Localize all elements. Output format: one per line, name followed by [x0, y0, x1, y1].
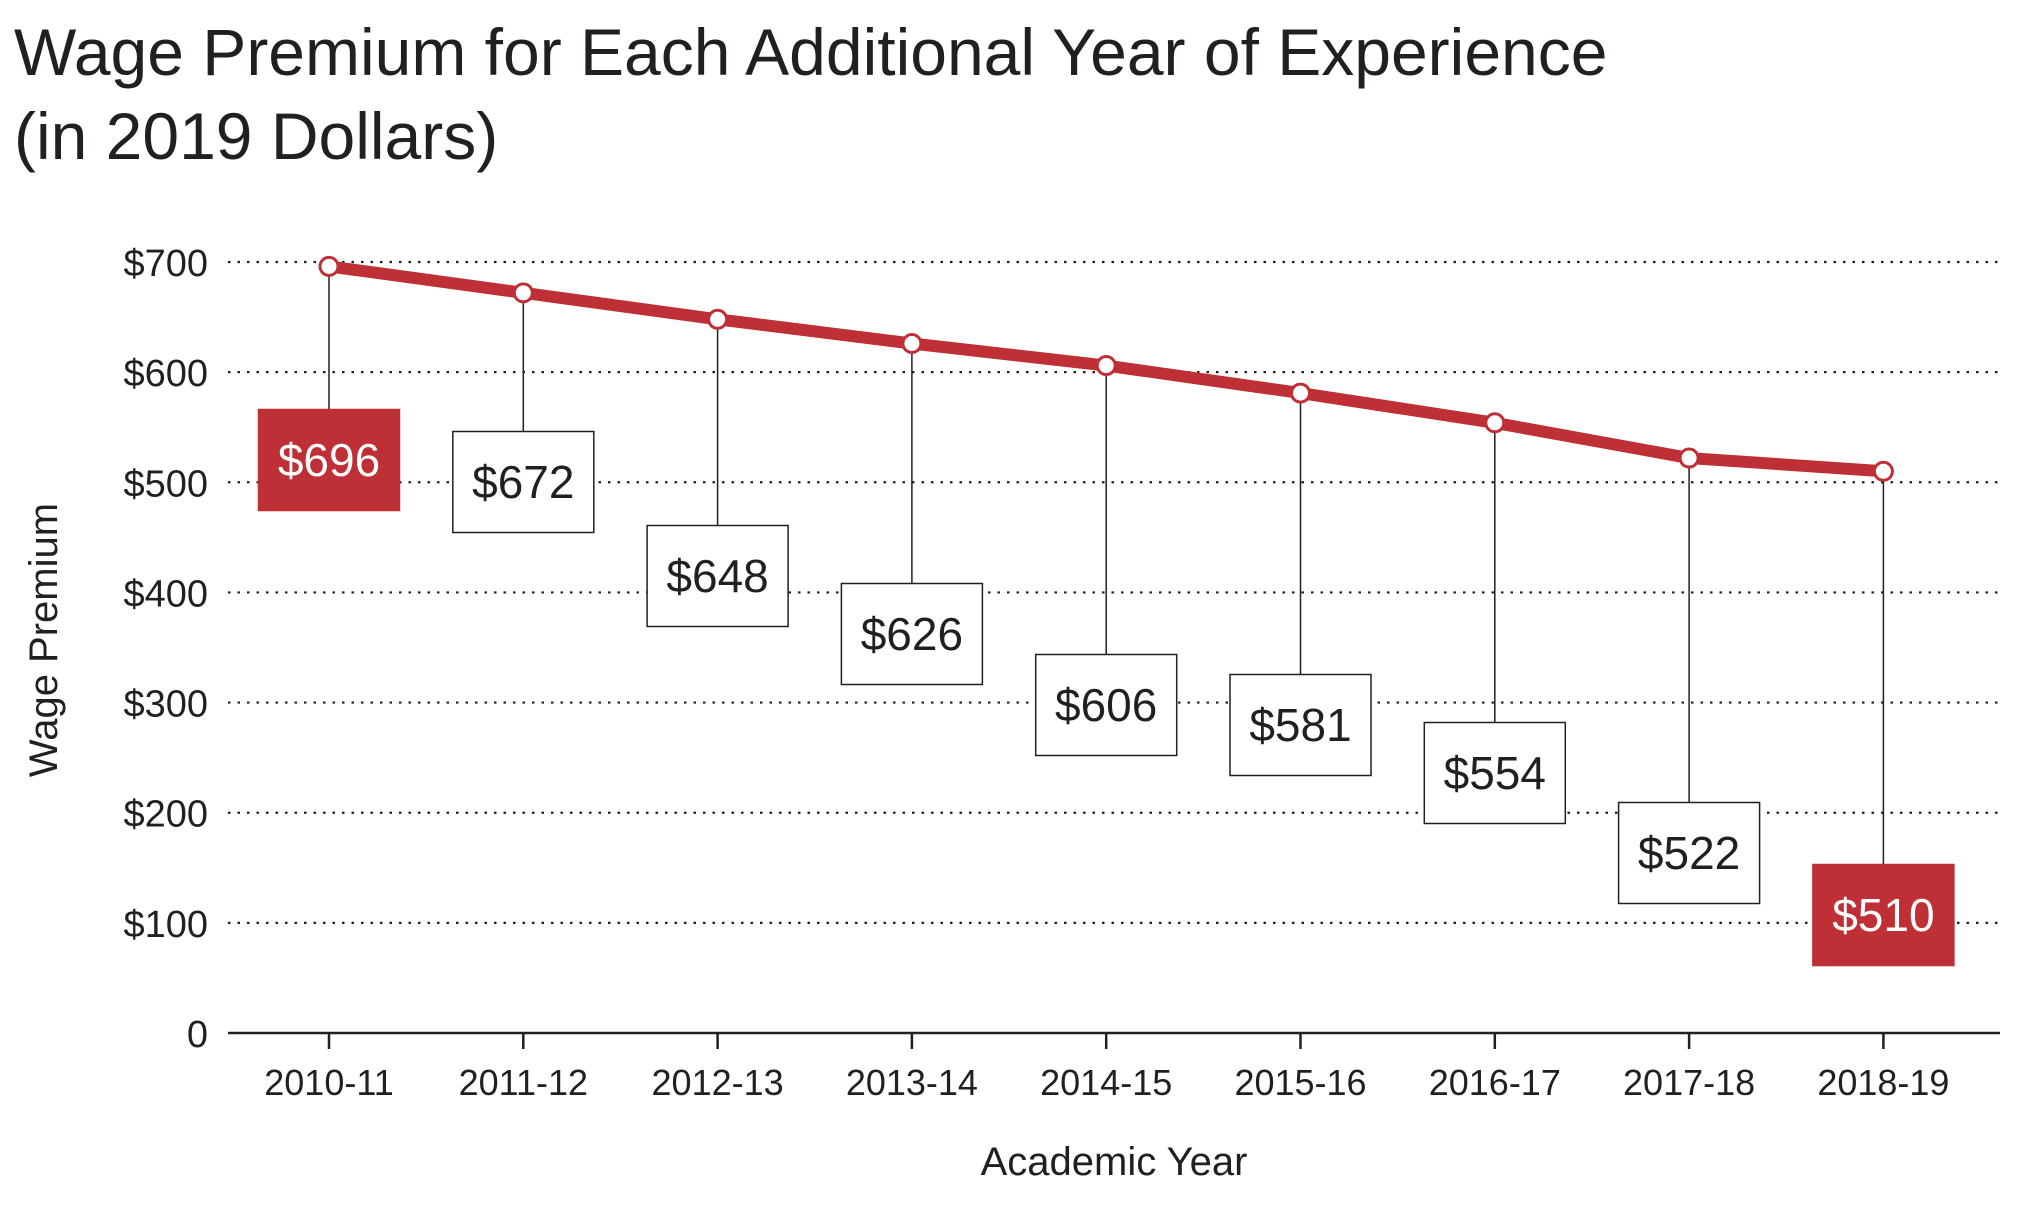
x-axis-ticks: 2010-11 2011-12 2012-13 2013-14 2014-15 2015-… [264, 1033, 1949, 1103]
x-tick-label: 2015-16 [1234, 1062, 1366, 1103]
label-leader-lines [328, 266, 1885, 865]
x-tick-label: 2010-11 [264, 1062, 393, 1103]
data-label: $606 [1055, 679, 1157, 731]
data-point [1872, 460, 1894, 482]
x-axis-label: Academic Year [981, 1140, 1248, 1184]
data-label: $510 [1832, 889, 1934, 941]
chart-title-line-2: (in 2019 Dollars) [14, 99, 499, 173]
data-labels: $696 $672 $648 $626 $606 $581 $554 $522 $510 [257, 408, 1955, 967]
x-tick-label: 2014-15 [1040, 1062, 1172, 1103]
data-label-box [840, 582, 984, 686]
data-point [901, 333, 923, 355]
x-tick-label: 2011-12 [459, 1062, 588, 1103]
data-points [318, 255, 1894, 482]
data-label-box-highlighted [1812, 863, 1955, 967]
y-tick-label: $400 [123, 573, 208, 615]
data-label-box [1423, 721, 1567, 825]
y-tick-label: $500 [123, 463, 208, 505]
data-label: $581 [1249, 699, 1351, 751]
data-label: $672 [472, 456, 574, 508]
y-tick-label: 0 [187, 1014, 208, 1056]
data-label: $554 [1444, 747, 1546, 799]
data-point [1678, 447, 1700, 469]
data-point [512, 282, 534, 304]
y-axis-ticks: 0 $100 $200 $300 $400 $500 $600 $700 [123, 243, 208, 1056]
data-label-box [1034, 653, 1178, 757]
data-label-box [452, 430, 595, 534]
y-tick-label: $200 [123, 794, 208, 836]
data-point [1484, 412, 1506, 434]
data-label-box [1229, 673, 1372, 777]
data-point [1095, 355, 1117, 377]
data-label: $626 [861, 608, 963, 660]
data-point [707, 308, 729, 330]
data-point [318, 255, 340, 277]
x-tick-label: 2018-19 [1817, 1062, 1949, 1103]
y-tick-label: $600 [123, 353, 208, 395]
x-tick-label: 2017-18 [1623, 1062, 1755, 1103]
chart-title-line-1: Wage Premium for Each Additional Year of… [14, 15, 1608, 89]
x-tick-label: 2016-17 [1429, 1062, 1561, 1103]
data-label-box [1617, 801, 1761, 905]
x-tick-label: 2012-13 [652, 1062, 784, 1103]
x-tick-label: 2013-14 [846, 1062, 978, 1103]
chart-title: Wage Premium for Each Additional Year of… [14, 10, 1607, 178]
data-label: $696 [278, 434, 380, 486]
y-tick-label: $700 [123, 243, 208, 285]
data-label-box-highlighted [257, 408, 401, 512]
y-tick-label: $100 [123, 904, 208, 946]
y-tick-label: $300 [123, 684, 208, 726]
y-axis-label: Wage Premium [22, 503, 66, 777]
data-label: $648 [666, 550, 768, 602]
data-label-box [646, 524, 789, 628]
data-label: $522 [1638, 827, 1740, 879]
data-point [1290, 382, 1311, 404]
